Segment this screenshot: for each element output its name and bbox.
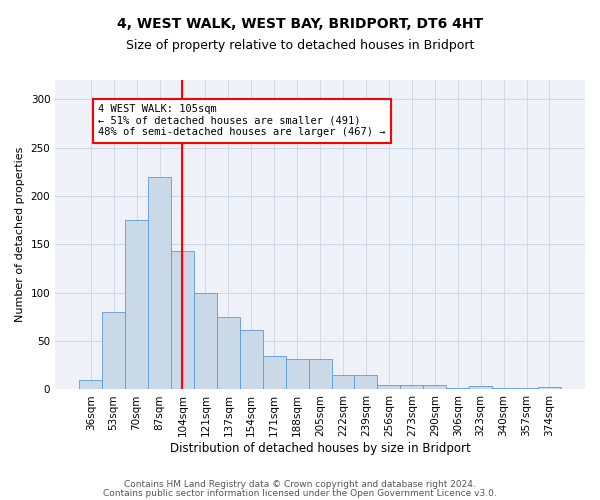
Bar [194, 293, 217, 390]
Bar [148, 176, 171, 390]
Bar [171, 251, 194, 390]
Bar [446, 388, 469, 390]
Bar [515, 388, 538, 390]
Bar [332, 375, 355, 390]
Text: 4 WEST WALK: 105sqm
← 51% of detached houses are smaller (491)
48% of semi-detac: 4 WEST WALK: 105sqm ← 51% of detached ho… [98, 104, 386, 138]
Text: Contains HM Land Registry data © Crown copyright and database right 2024.: Contains HM Land Registry data © Crown c… [124, 480, 476, 489]
Bar [355, 375, 377, 390]
Text: 4, WEST WALK, WEST BAY, BRIDPORT, DT6 4HT: 4, WEST WALK, WEST BAY, BRIDPORT, DT6 4H… [117, 18, 483, 32]
Y-axis label: Number of detached properties: Number of detached properties [15, 147, 25, 322]
Text: Contains public sector information licensed under the Open Government Licence v3: Contains public sector information licen… [103, 490, 497, 498]
Bar [538, 386, 561, 390]
Bar [423, 384, 446, 390]
Bar [469, 386, 492, 390]
Bar [492, 388, 515, 390]
Bar [308, 360, 332, 390]
Text: Size of property relative to detached houses in Bridport: Size of property relative to detached ho… [126, 39, 474, 52]
Bar [286, 358, 308, 390]
X-axis label: Distribution of detached houses by size in Bridport: Distribution of detached houses by size … [170, 442, 470, 455]
Bar [263, 356, 286, 390]
Bar [240, 330, 263, 390]
Bar [400, 384, 423, 390]
Bar [377, 384, 400, 390]
Bar [79, 380, 102, 390]
Bar [102, 312, 125, 390]
Bar [217, 317, 240, 390]
Bar [125, 220, 148, 390]
